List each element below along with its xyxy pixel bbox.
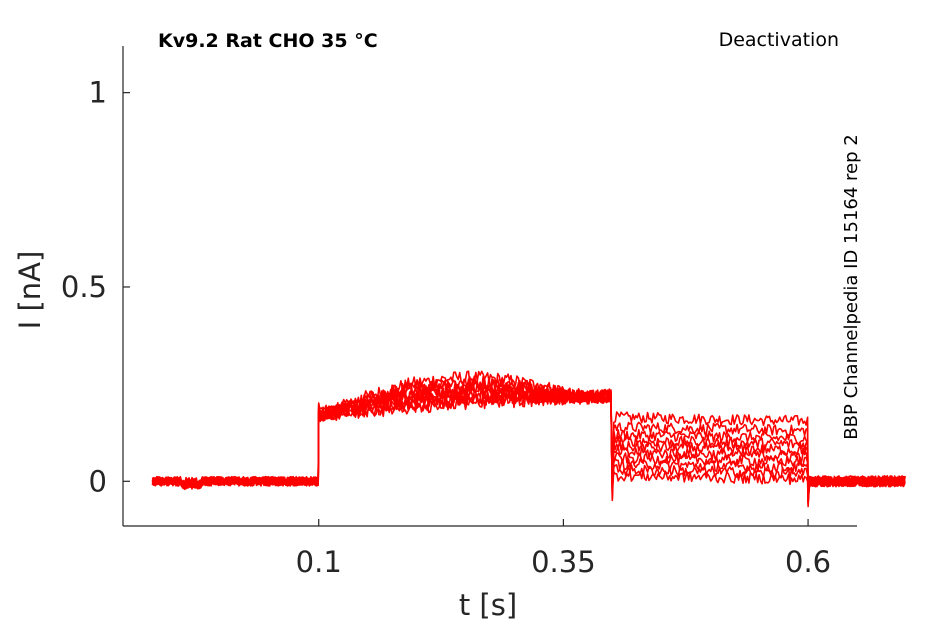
source-label: BBP Channelpedia ID 15164 rep 2: [841, 134, 862, 439]
x-axis-label: t [s]: [459, 588, 517, 622]
protocol-label: Deactivation: [719, 29, 839, 51]
x-tick-label: 0.1: [296, 545, 342, 579]
x-tick-label: 0.6: [785, 545, 831, 579]
y-tick-label: 1: [89, 76, 107, 110]
y-tick-label: 0.5: [61, 270, 107, 304]
x-ticks: 0.1 0.35 0.6: [296, 519, 831, 579]
y-axis-label: I [nA]: [13, 251, 47, 330]
chart-title: Kv9.2 Rat CHO 35 °C: [158, 30, 378, 52]
traces-group: [152, 371, 905, 506]
y-ticks: 00.51: [61, 76, 130, 499]
x-tick-label: 0.35: [531, 545, 596, 579]
y-tick-label: 0: [89, 464, 107, 498]
